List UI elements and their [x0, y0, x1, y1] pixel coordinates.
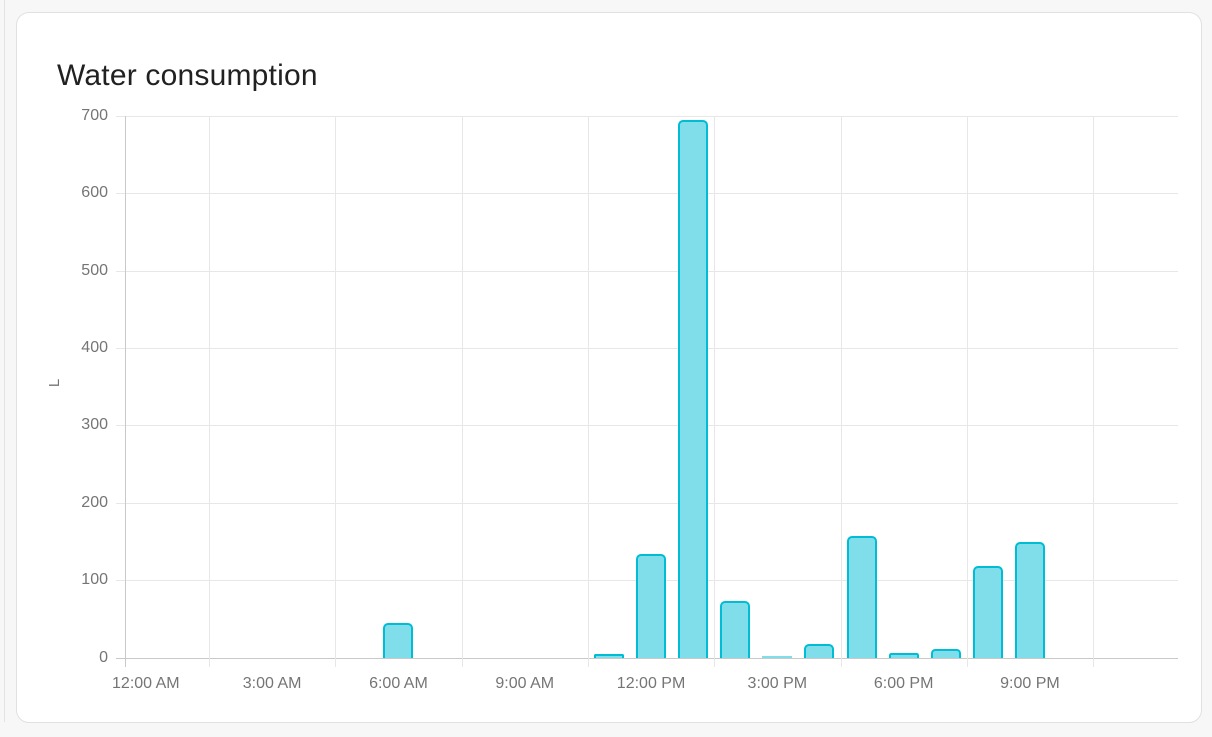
- y-axis-unit-label: L: [46, 378, 63, 388]
- page-edge-divider: [4, 0, 5, 722]
- water-bar[interactable]: [636, 553, 667, 658]
- water-bar[interactable]: [720, 601, 751, 658]
- card-title: Water consumption: [57, 59, 318, 92]
- water-bar[interactable]: [972, 566, 1003, 658]
- water-bar[interactable]: [846, 536, 877, 658]
- water-bar[interactable]: [888, 652, 919, 658]
- water-bar[interactable]: [930, 649, 961, 658]
- water-bar[interactable]: [762, 656, 793, 658]
- water-bar[interactable]: [593, 653, 624, 658]
- water-bar[interactable]: [1014, 541, 1045, 658]
- water-bar[interactable]: [678, 119, 709, 658]
- water-bar[interactable]: [383, 622, 414, 658]
- water-bar[interactable]: [804, 644, 835, 658]
- water-consumption-card: Water consumption: [16, 12, 1202, 723]
